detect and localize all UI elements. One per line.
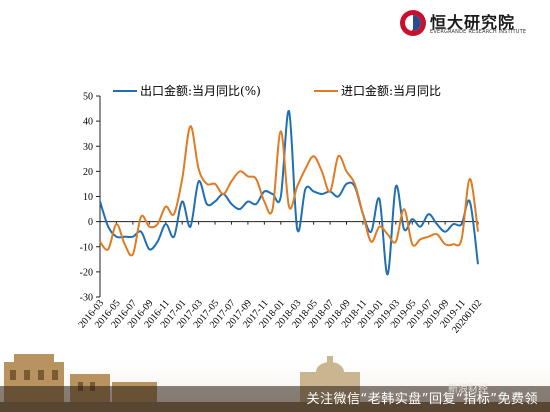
promo-banner-text: 关注微信“老韩实盘”回复“指标”免费领 [306,392,538,407]
logo-mark-icon [400,10,426,36]
y-tick-label: 0 [88,217,93,228]
y-tick-label: 50 [83,92,93,103]
legend-label-import: 进口金额:当月同比 [341,83,441,98]
logo-name-en: EVERGRANDE RESEARCH INSTITUTE [430,29,527,35]
logo-name-cn: 恒大研究院 [430,13,516,32]
y-tick-label: -30 [80,293,93,304]
line-chart: -30-20-10010203040502016-032016-052016-0… [76,83,484,336]
series-line-import [99,125,479,257]
y-tick-label: 40 [83,117,93,128]
chart-series [99,110,479,276]
watermark-text: 新浪财经 [448,384,488,395]
y-tick-label: -20 [80,267,93,278]
y-tick-label: 30 [83,142,93,153]
y-tick-label: 10 [83,192,93,203]
y-tick-label: 20 [83,167,93,178]
series-line-export [99,110,479,276]
brand-logo: 恒大研究院 EVERGRANDE RESEARCH INSTITUTE [398,8,548,38]
chart-legend: 出口金额:当月同比(%) 进口金额:当月同比 [113,83,441,98]
chart-axes: -30-20-10010203040502016-032016-052016-0… [76,92,484,336]
legend-label-export: 出口金额:当月同比(%) [140,83,261,98]
y-tick-label: -10 [80,242,93,253]
promo-banner [0,386,550,412]
